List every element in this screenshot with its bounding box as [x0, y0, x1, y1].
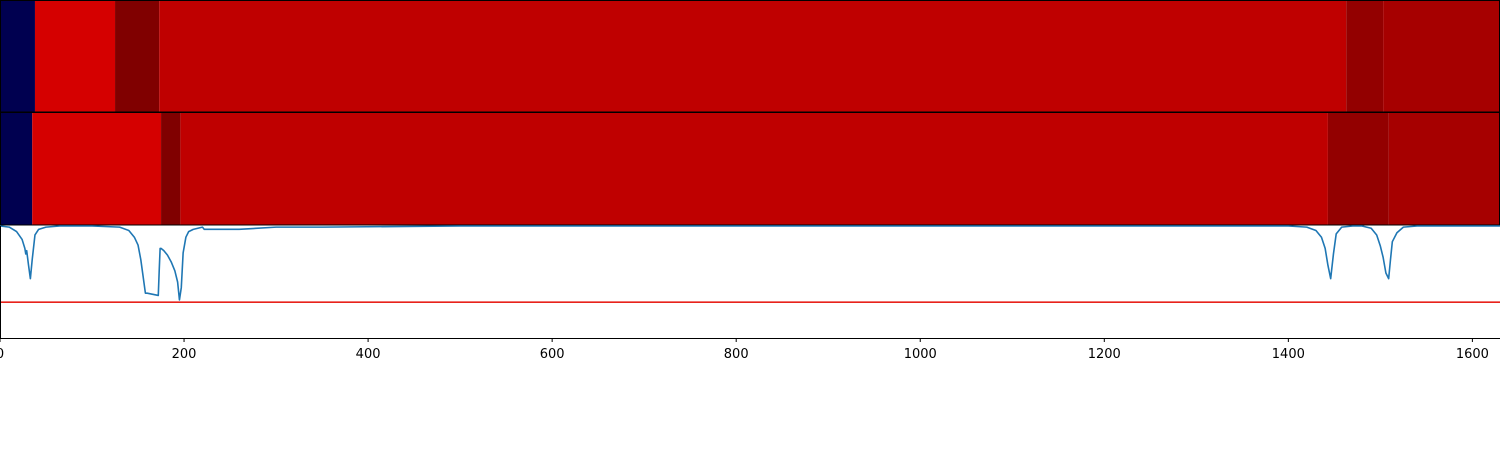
- heatmap-segment-1-2: [34, 1, 116, 112]
- heatmap-segment-2-1: [0, 113, 33, 225]
- x-tick-label: 600: [540, 347, 565, 362]
- heatmap-segment-1-5: [1346, 1, 1384, 112]
- x-tick-label: 1200: [1088, 347, 1121, 362]
- x-tick-label: 0: [0, 347, 4, 362]
- x-tick-label: 1400: [1272, 347, 1305, 362]
- heatmap-strip-top: [0, 0, 1500, 113]
- heatmap-segment-2-5: [1327, 113, 1389, 225]
- heatmap-segment-2-6: [1388, 113, 1500, 225]
- x-tick-label: 800: [724, 347, 749, 362]
- x-tick-label: 1000: [904, 347, 937, 362]
- x-tick-label: 400: [356, 347, 381, 362]
- heatmap-segment-1-1: [0, 1, 35, 112]
- heatmap-segment-1-3: [115, 1, 160, 112]
- series-line-1: [0, 225, 1500, 301]
- heatmap-strip-middle: [0, 112, 1500, 226]
- x-tick-label: 200: [172, 347, 197, 362]
- x-tick-label: 1600: [1456, 347, 1489, 362]
- heatmap-segment-2-4: [180, 113, 1328, 225]
- line-plot-panel: 0 200 400 600 800 1000 1200 1400 1600: [0, 225, 1500, 362]
- heatmap-segment-2-3: [161, 113, 181, 225]
- heatmap-segment-2-2: [32, 113, 162, 225]
- heatmap-segment-1-6: [1383, 1, 1500, 112]
- heatmap-segment-1-4: [159, 1, 1347, 112]
